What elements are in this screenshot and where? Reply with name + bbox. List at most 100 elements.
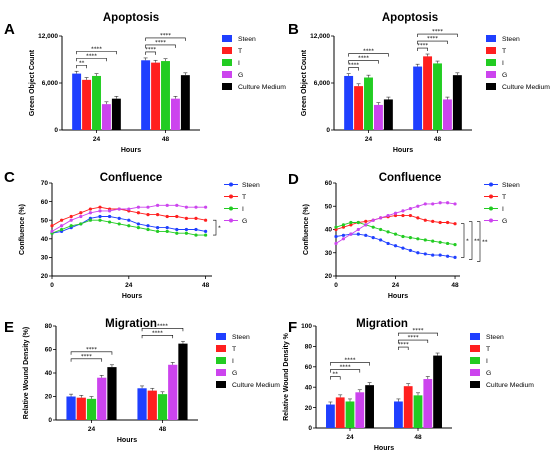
legend-entry: Culture Medium	[486, 382, 534, 389]
legend-entry: G	[502, 218, 507, 225]
data-point	[146, 224, 150, 228]
data-point	[136, 226, 140, 230]
y-tick-label: 80	[45, 323, 53, 330]
y-tick-label: 60	[41, 199, 49, 206]
y-tick-label: 70	[41, 180, 49, 187]
significance-label: **	[474, 239, 480, 245]
data-point	[371, 236, 375, 240]
significance-bracket	[477, 221, 481, 262]
panel-e: E Migration 0 20 40 60 80 Relative Wound Densit…	[4, 318, 280, 444]
significance-bracket	[417, 40, 448, 45]
y-tick-label: 40	[41, 236, 49, 243]
data-point	[431, 239, 435, 243]
bar	[433, 63, 442, 130]
legend-entry: Steen	[238, 36, 256, 43]
y-tick-label: 30	[325, 250, 333, 257]
panel-label: D	[288, 171, 299, 188]
data-point	[79, 222, 83, 226]
legend-entry: G	[238, 72, 243, 79]
panel-label: C	[4, 169, 15, 186]
data-point	[184, 227, 188, 232]
bar	[413, 66, 423, 130]
bar	[66, 396, 76, 420]
significance-label: ****	[86, 347, 97, 353]
data-point	[50, 224, 54, 228]
legend-swatch	[216, 333, 226, 340]
data-point	[379, 227, 383, 232]
bar	[354, 86, 364, 130]
legend-swatch-marker	[229, 182, 233, 187]
data-point	[379, 238, 383, 242]
bar	[345, 401, 355, 428]
bar	[364, 77, 373, 130]
legend-swatch	[470, 381, 480, 388]
chart-title: Confluence	[100, 172, 163, 184]
data-point	[165, 203, 169, 207]
x-tick-label: 24	[88, 426, 96, 433]
data-point	[117, 216, 121, 220]
data-point	[446, 201, 450, 205]
data-point	[416, 251, 420, 255]
bar	[137, 388, 147, 420]
bar	[161, 61, 170, 130]
legend-swatch	[222, 71, 232, 78]
data-point	[69, 224, 73, 228]
data-point	[453, 202, 457, 206]
x-tick-label: 48	[451, 282, 459, 289]
data-point	[356, 232, 360, 236]
significance-label: ****	[345, 358, 356, 364]
bar	[76, 397, 86, 420]
data-point	[349, 232, 353, 236]
legend-entry: T	[238, 48, 242, 55]
bar	[344, 75, 354, 130]
bar	[92, 75, 101, 130]
data-point	[379, 216, 383, 220]
data-point	[453, 243, 457, 247]
data-point	[334, 234, 338, 239]
bar	[335, 397, 345, 428]
x-axis-label: Hours	[388, 293, 408, 300]
bar	[180, 75, 190, 130]
panel-f: F Migration 0 20 40 60 80 100 Relative Wound Den…	[283, 318, 534, 452]
data-point	[136, 211, 140, 215]
data-point	[204, 205, 208, 209]
significance-bracket	[70, 351, 113, 355]
bar	[147, 390, 157, 420]
y-tick-label: 20	[41, 273, 49, 280]
data-point	[127, 224, 131, 228]
data-point	[194, 205, 198, 209]
y-tick-label: 6,000	[314, 80, 331, 87]
legend-swatch-marker	[489, 218, 493, 223]
legend-entry: Culture Medium	[502, 84, 550, 91]
data-point	[334, 227, 338, 232]
data-point	[431, 219, 435, 223]
panel-label: B	[288, 21, 299, 38]
significance-bracket	[348, 53, 389, 57]
y-tick-label: 6,000	[42, 80, 59, 87]
legend-swatch	[222, 83, 232, 90]
significance-bracket	[141, 334, 174, 339]
legend-swatch	[216, 381, 226, 388]
y-tick-label: 100	[301, 323, 312, 330]
data-point	[136, 205, 140, 209]
y-axis-label: Green Object Count	[301, 49, 308, 116]
significance-label: ****	[145, 47, 156, 53]
significance-label: ****	[157, 323, 168, 329]
x-tick-label: 0	[50, 282, 54, 289]
legend-swatch	[216, 369, 226, 376]
significance-bracket	[417, 33, 458, 38]
bar	[413, 395, 423, 428]
significance-bracket	[76, 50, 117, 55]
legend-swatch	[222, 47, 232, 54]
legend-swatch	[222, 35, 232, 42]
bar	[107, 367, 117, 420]
data-point	[393, 211, 398, 215]
data-point	[341, 237, 346, 241]
y-tick-label: 60	[325, 180, 333, 187]
data-point	[117, 207, 121, 211]
legend-entry: Steen	[486, 334, 504, 341]
significance-bracket	[70, 358, 103, 362]
data-point	[194, 216, 198, 220]
legend-entry: Culture Medium	[232, 382, 280, 389]
data-point	[204, 229, 208, 233]
